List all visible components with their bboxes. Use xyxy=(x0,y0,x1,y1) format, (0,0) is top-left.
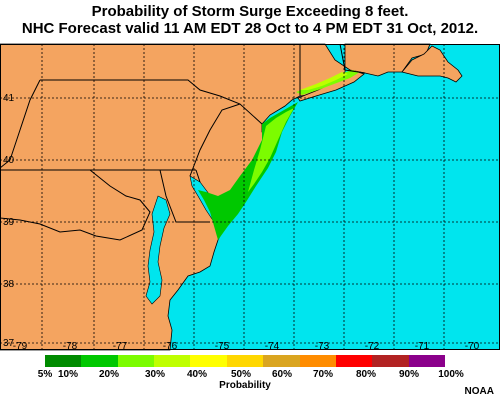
legend-tick-label: 80% xyxy=(355,369,377,380)
surge-zone-20-30 xyxy=(248,108,294,192)
legend-tick-label: 30% xyxy=(144,369,166,380)
longitude-label: -75 xyxy=(215,341,230,352)
new-england-coast xyxy=(401,45,463,83)
legend-color-segment xyxy=(45,355,82,367)
legend-color-segment xyxy=(408,355,445,367)
credit-label: NOAA xyxy=(464,386,494,397)
latitude-label: 41 xyxy=(3,93,15,104)
legend-tick-label: 50% xyxy=(230,369,252,380)
legend-color-segment xyxy=(299,355,336,367)
longitude-label: -79 xyxy=(13,341,28,352)
latitude-label: 37 xyxy=(3,338,15,349)
legend-tick-label: 70% xyxy=(312,369,334,380)
longitude-label: -78 xyxy=(63,341,78,352)
map-title-line2: NHC Forecast valid 11 AM EDT 28 Oct to 4… xyxy=(21,20,479,37)
legend-color-segment xyxy=(335,355,373,367)
chesapeake-bay xyxy=(145,195,171,305)
graticule xyxy=(0,44,500,350)
legend-color-segment xyxy=(263,355,300,367)
legend-color-segment xyxy=(226,355,264,367)
legend-tick-label: 10% xyxy=(57,369,79,380)
legend-tick-label: 5% xyxy=(37,369,53,380)
legend-tick-label: 40% xyxy=(186,369,208,380)
longitude-label: -73 xyxy=(315,341,330,352)
longitude-label: -74 xyxy=(265,341,280,352)
legend-tick-label: 90% xyxy=(398,369,420,380)
legend-color-segment xyxy=(372,355,409,367)
legend-tick-label: 60% xyxy=(271,369,293,380)
legend-tick-label: 100% xyxy=(438,369,464,380)
legend-color-segment xyxy=(117,355,155,367)
legend-color-segment xyxy=(190,355,227,367)
legend-color-bar xyxy=(45,355,445,367)
longitude-label: -76 xyxy=(163,341,178,352)
longitude-labels: -79 -78 -77 -76 -75 -74 -73 -72 -71 -70 xyxy=(13,341,480,352)
legend-tick-label: 20% xyxy=(98,369,120,380)
longitude-label: -72 xyxy=(365,341,380,352)
longitude-label: -71 xyxy=(415,341,430,352)
legend-color-segment xyxy=(81,355,118,367)
latitude-labels: 41 40 39 38 37 xyxy=(3,93,15,349)
longitude-label: -70 xyxy=(465,341,480,352)
longitude-label: -77 xyxy=(113,341,128,352)
surge-zone-long-island-inner xyxy=(300,72,348,90)
latitude-label: 38 xyxy=(3,279,15,290)
legend-color-segment xyxy=(154,355,191,367)
latitude-label: 40 xyxy=(3,155,15,166)
map-title-line1: Probability of Storm Surge Exceeding 8 f… xyxy=(91,3,409,20)
latitude-label: 39 xyxy=(3,217,15,228)
legend-title: Probability xyxy=(219,380,271,391)
